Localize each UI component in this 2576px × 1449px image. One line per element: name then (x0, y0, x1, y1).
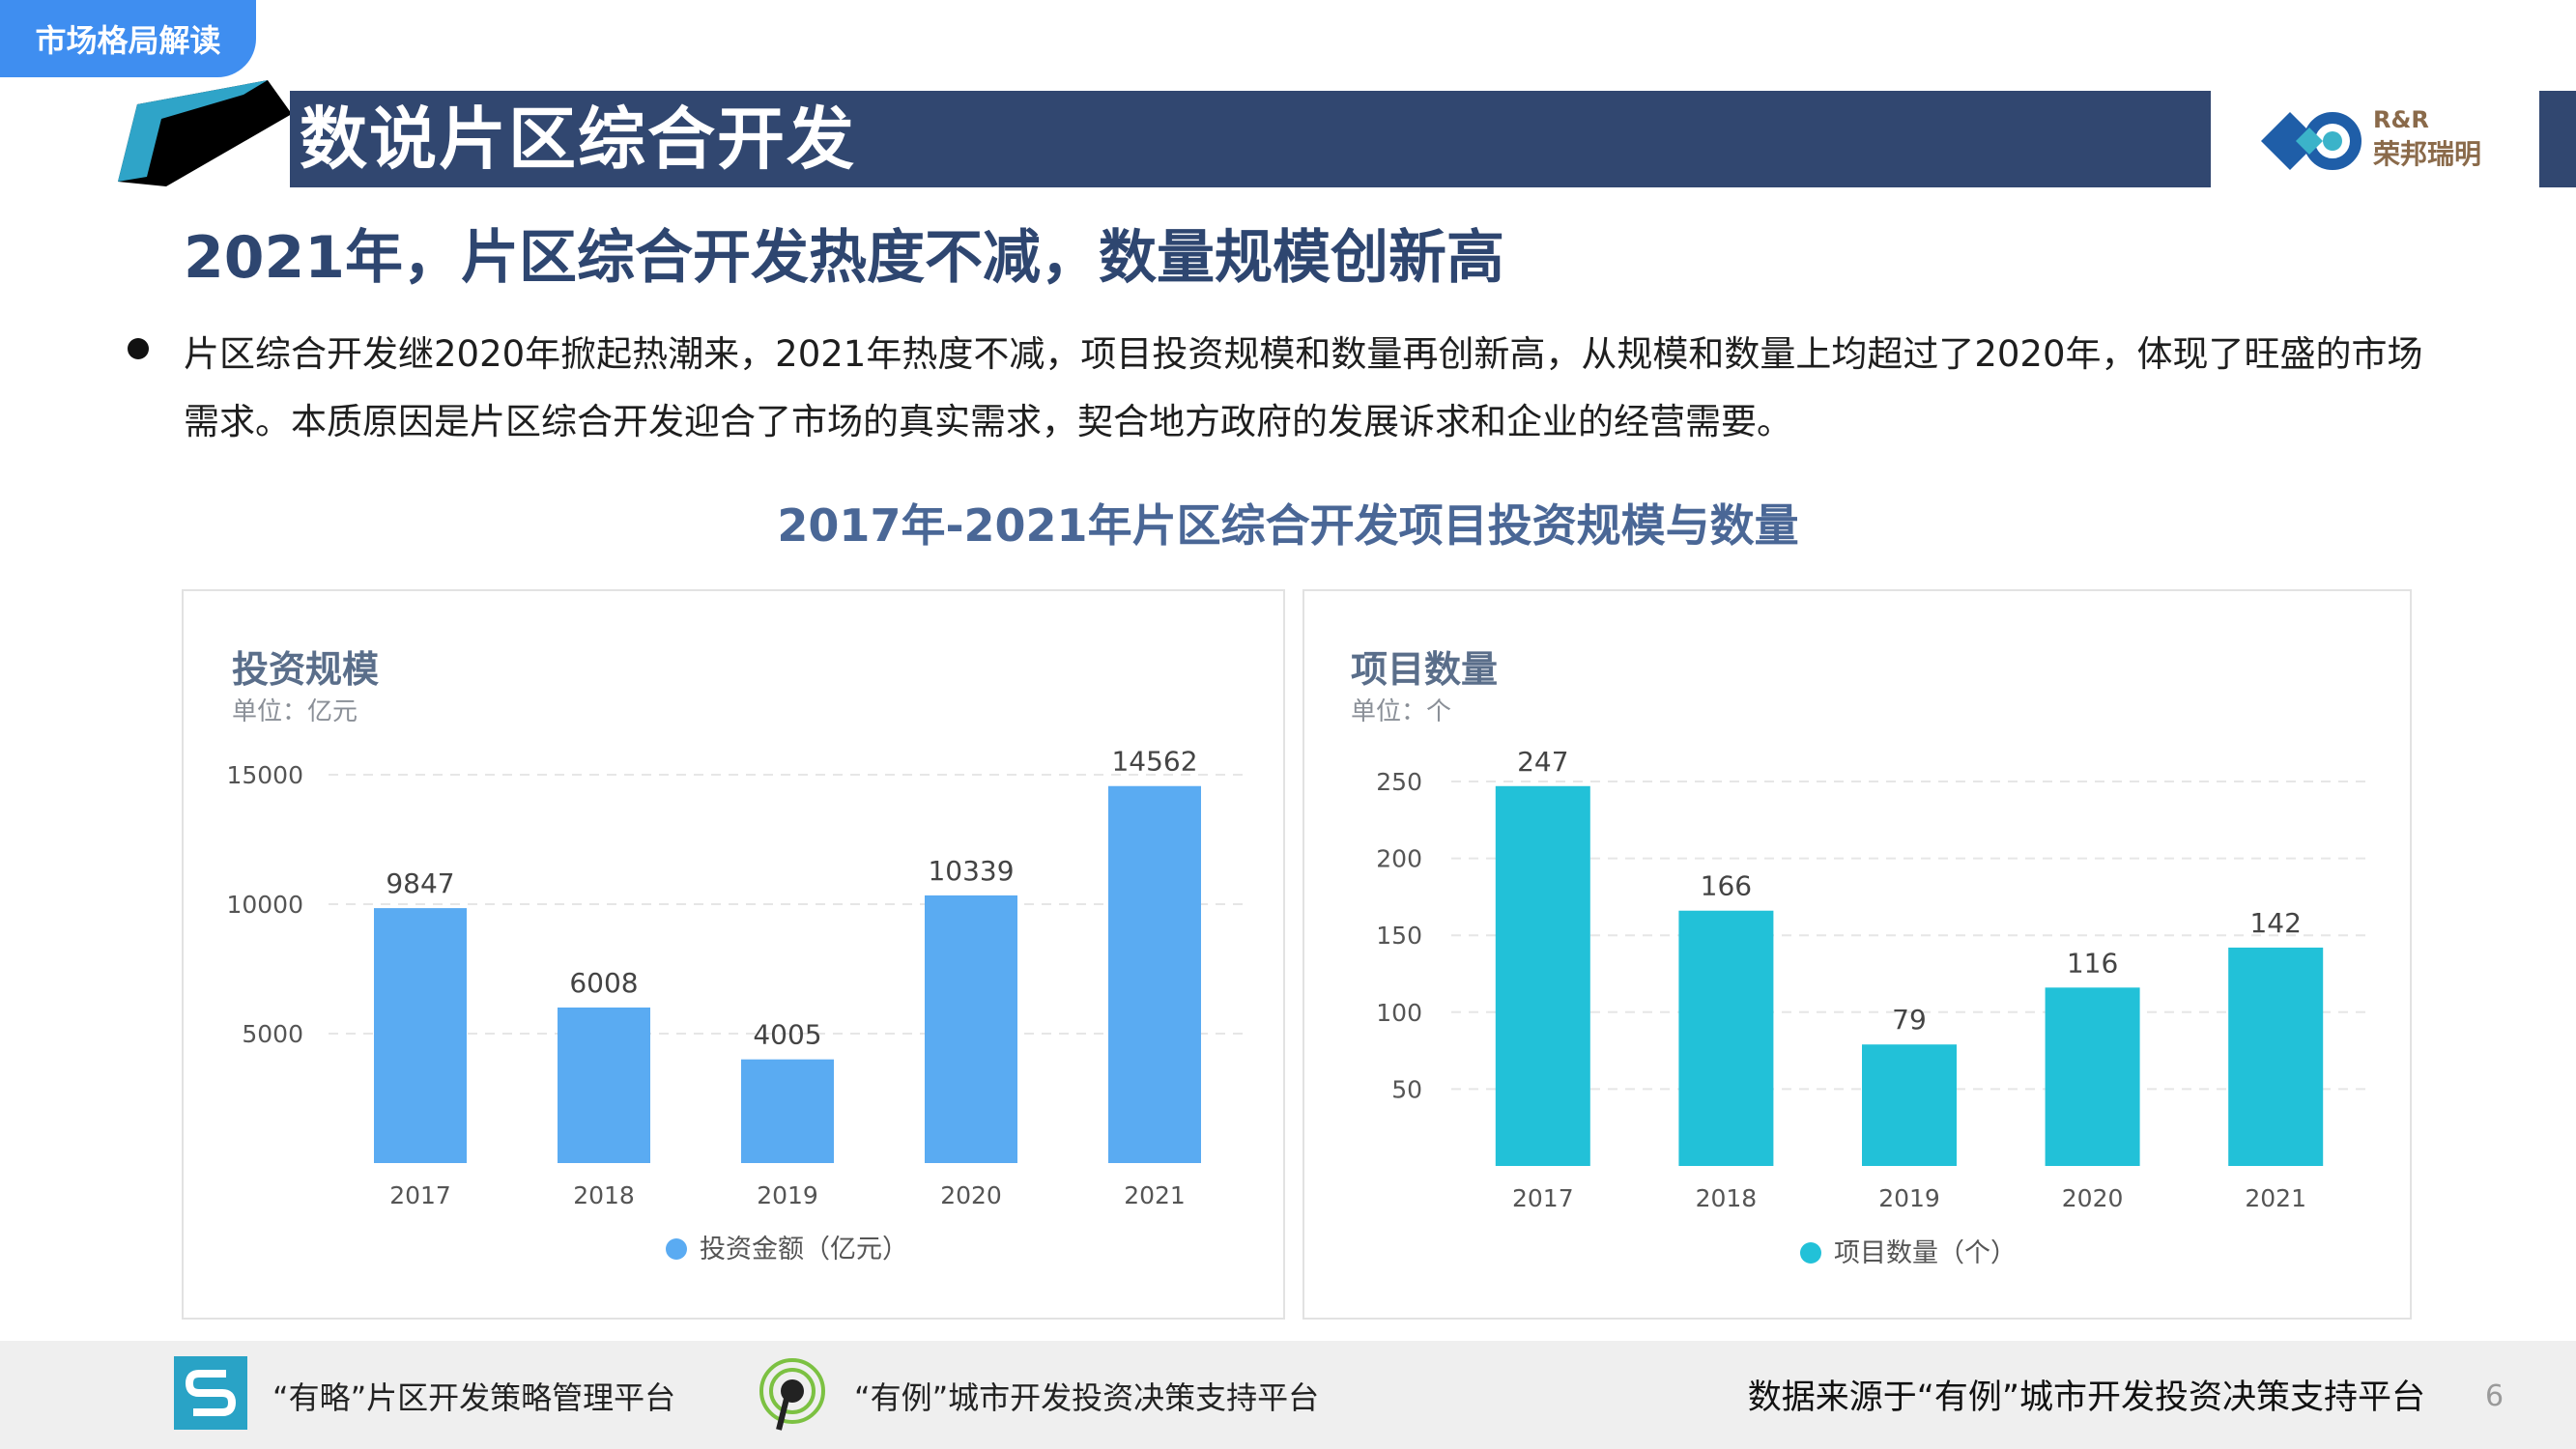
footer-platform-youlue: “有略”片区开发策略管理平台 (272, 1379, 676, 1416)
x-tick-label: 2019 (757, 1181, 818, 1209)
bar-data-label: 10339 (928, 855, 1014, 887)
x-tick-label: 2018 (1696, 1184, 1758, 1212)
investment-bar-chart: 5000 10000 15000 9847 2017 6008 2018 4005 2019 10… (226, 746, 1246, 1264)
x-tick-label: 2018 (573, 1181, 635, 1209)
right-accent-strip (2539, 91, 2576, 187)
bar (1678, 910, 1774, 1166)
section-tag: 市场格局解读 (0, 0, 256, 77)
investment-chart-panel: 投资规模 单位：亿元 5000 10000 15000 9847 2017 6008 201… (182, 589, 1285, 1320)
bar (1862, 1044, 1957, 1166)
brand-top-text: R&R (2373, 106, 2429, 133)
y-tick-label: 150 (1376, 922, 1422, 950)
investment-chart-title: 投资规模 (232, 648, 380, 691)
x-tick-label: 2021 (1124, 1181, 1186, 1209)
y-tick-label: 5000 (242, 1020, 303, 1048)
bar-data-label: 79 (1892, 1004, 1927, 1036)
bullet-dot (128, 338, 149, 359)
bar (558, 1007, 650, 1163)
project-count-bar-chart: 50 100 150 200 250 247 2017 166 2018 79 2019 116 202… (1376, 746, 2367, 1268)
legend-label: 投资金额（亿元） (700, 1235, 908, 1264)
y-tick-label: 50 (1391, 1075, 1422, 1103)
bar-data-label: 14562 (1111, 746, 1197, 778)
summary-paragraph: 片区综合开发继2020年掀起热潮来，2021年热度不减，项目投资规模和数量再创新… (184, 333, 2423, 442)
footer-platform-youli: “有例”城市开发投资决策支持平台 (854, 1379, 1320, 1416)
project-count-chart-title: 项目数量 (1351, 648, 1499, 691)
bar-data-label: 116 (2067, 947, 2118, 979)
title-bar (290, 91, 2211, 187)
footer-data-source: 数据来源于“有例”城市开发投资决策支持平台 (1747, 1378, 2425, 1417)
bar (741, 1059, 834, 1163)
project-count-chart-panel: 项目数量 单位：个 50 100 150 200 250 247 2017 166 2018 79… (1302, 589, 2412, 1320)
y-tick-label: 15000 (226, 761, 303, 789)
y-tick-label: 10000 (226, 891, 303, 919)
header-ribbon-graphic (118, 80, 292, 186)
project-count-chart-unit: 单位：个 (1351, 697, 1452, 726)
bar-data-label: 9847 (386, 867, 454, 899)
footer-bar (0, 1341, 2576, 1449)
chart-section-title: 2017年-2021年片区综合开发项目投资规模与数量 (777, 499, 1799, 552)
x-tick-label: 2020 (940, 1181, 1002, 1209)
slide-subtitle: 2021年，片区综合开发热度不减，数量规模创新高 (184, 224, 1504, 292)
bar-data-label: 166 (1701, 870, 1752, 902)
bar (1108, 785, 1201, 1163)
page-title: 数说片区综合开发 (300, 99, 856, 179)
bar (925, 895, 1017, 1163)
y-tick-label: 200 (1376, 845, 1422, 873)
x-tick-label: 2021 (2245, 1184, 2306, 1212)
bar (374, 908, 467, 1163)
legend-marker (1800, 1242, 1821, 1264)
brand-bottom-text: 荣邦瑞明 (2373, 138, 2482, 170)
rr-logo-icon (2261, 112, 2361, 170)
x-tick-label: 2017 (389, 1181, 451, 1209)
bar-data-label: 4005 (753, 1019, 821, 1051)
x-tick-label: 2020 (2062, 1184, 2124, 1212)
investment-chart-unit: 单位：亿元 (232, 697, 358, 726)
bar-data-label: 247 (1517, 746, 1568, 778)
bar (2228, 947, 2324, 1166)
bar (2045, 987, 2140, 1166)
youlue-logo-icon (174, 1356, 247, 1430)
youli-logo-icon (759, 1358, 825, 1431)
page-number: 6 (2485, 1379, 2504, 1413)
legend-label: 项目数量（个） (1834, 1238, 2017, 1268)
x-tick-label: 2019 (1878, 1184, 1940, 1212)
legend-marker (666, 1238, 687, 1260)
y-tick-label: 100 (1376, 999, 1422, 1027)
bar-data-label: 6008 (569, 967, 638, 999)
x-tick-label: 2017 (1512, 1184, 1574, 1212)
bar-data-label: 142 (2249, 907, 2301, 939)
brand-logo: R&R 荣邦瑞明 (2257, 95, 2499, 187)
y-tick-label: 250 (1376, 768, 1422, 796)
bar (1495, 785, 1590, 1166)
